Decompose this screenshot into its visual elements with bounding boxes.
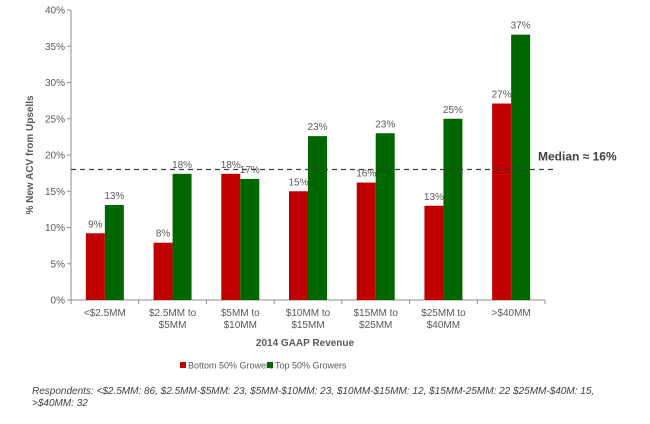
y-tick-label: 35% — [45, 42, 65, 53]
x-category-label: $25MM to — [421, 308, 466, 319]
bar-bottom-growers — [289, 191, 308, 300]
y-tick-label: 20% — [45, 151, 65, 162]
data-label: 16% — [356, 169, 376, 180]
data-label: 13% — [424, 192, 444, 203]
bar-bottom-growers — [221, 173, 241, 300]
bar-top-growers — [104, 205, 124, 300]
respondents-footnote: Respondents: <$2.5MM: 86, $2.5MM-$5MM: 2… — [32, 386, 595, 409]
legend-label: Top 50% Growers — [275, 361, 347, 371]
data-label: 18% — [172, 160, 192, 171]
data-label: 15% — [288, 177, 308, 188]
x-category-label: $25MM — [359, 320, 392, 331]
bar-bottom-growers — [153, 242, 173, 300]
legend-label: Bottom 50% Growers — [188, 361, 274, 371]
data-label: 23% — [307, 122, 327, 133]
data-label: 13% — [104, 191, 124, 202]
y-tick-label: 5% — [51, 259, 66, 270]
legend-swatch-bottom-growers — [180, 362, 186, 368]
x-category-label: $10MM — [224, 320, 257, 331]
bar-top-growers — [308, 136, 327, 300]
y-tick-label: 0% — [51, 296, 66, 307]
bar-bottom-growers — [424, 205, 444, 300]
data-label: 18% — [221, 160, 241, 171]
y-tick-label: 15% — [45, 187, 65, 198]
data-label: 17% — [240, 165, 260, 176]
legend-swatch-top-growers — [267, 362, 273, 368]
data-label: 23% — [375, 119, 395, 130]
x-category-label: <$2.5MM — [84, 308, 126, 319]
x-category-label: $2.5MM to — [149, 308, 197, 319]
data-label: 9% — [88, 219, 103, 230]
y-axis-title: % New ACV from Upsells — [25, 95, 36, 215]
y-tick-label: 40% — [45, 6, 65, 17]
x-category-label: $15MM — [291, 320, 324, 331]
data-label: 8% — [156, 229, 171, 240]
median-label: Median ≈ 16% — [538, 150, 617, 164]
y-tick-label: 25% — [45, 114, 65, 125]
bar-top-growers — [511, 34, 531, 301]
bar-bottom-growers — [356, 182, 376, 300]
bar-top-growers — [172, 173, 192, 300]
data-label: 37% — [511, 21, 531, 32]
x-category-label: $15MM to — [353, 308, 398, 319]
bar-bottom-growers — [85, 233, 105, 300]
bar-bottom-growers — [492, 103, 512, 301]
data-label: 25% — [443, 105, 463, 116]
y-tick-label: 10% — [45, 223, 65, 234]
data-label: 27% — [492, 90, 512, 101]
bar-top-growers — [240, 178, 260, 300]
x-category-label: $10MM to — [286, 308, 331, 319]
bar-top-growers — [375, 133, 395, 300]
x-axis-title: 2014 GAAP Revenue — [256, 338, 355, 349]
x-category-label: >$40MM — [492, 308, 531, 319]
x-category-label: $5MM — [159, 320, 187, 331]
x-category-label: $40MM — [427, 320, 460, 331]
x-category-label: $5MM to — [221, 308, 260, 319]
bar-top-growers — [443, 118, 463, 300]
y-tick-label: 30% — [45, 78, 65, 89]
